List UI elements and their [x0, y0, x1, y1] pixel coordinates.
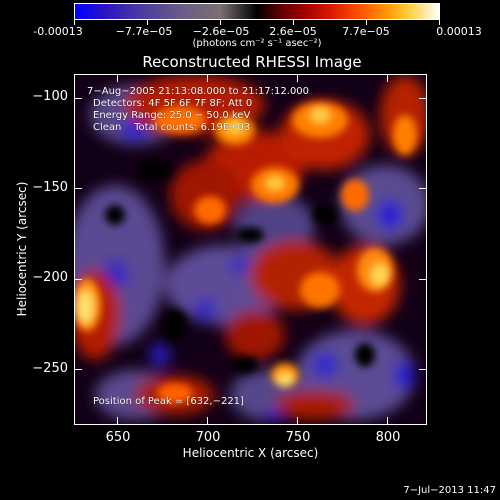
colorbar-tick: [220, 20, 221, 25]
colorbar-label: −7.7e−05: [115, 25, 173, 38]
plot-title: Reconstructed RHESSI Image: [142, 53, 362, 71]
x-tick-label: 650: [105, 430, 131, 445]
y-tick-label: −150: [32, 180, 68, 195]
colorbar-tick: [147, 20, 148, 25]
x-tick: [117, 417, 118, 425]
colorbar-label: 7.7e−05: [342, 25, 390, 38]
x-tick: [207, 417, 208, 425]
y-tick: [74, 369, 82, 370]
y-tick-label: −200: [32, 270, 68, 285]
rhessi-map: [75, 75, 426, 424]
x-tick: [297, 417, 298, 425]
colorbar-units: (photons cm⁻² s⁻¹ asec⁻²): [192, 38, 322, 49]
energy-range-text: Energy Range: 25.0 − 50.0 keV: [93, 110, 251, 121]
colorbar-gradient: [75, 4, 439, 19]
y-tick: [419, 188, 427, 189]
colorbar-tick: [366, 20, 367, 25]
y-tick-label: −100: [32, 89, 68, 104]
y-tick: [419, 279, 427, 280]
x-tick-label: 800: [375, 430, 401, 445]
image-plot: 7−Aug−2005 21:13:08.000 to 21:17:12.000 …: [74, 74, 427, 425]
colorbar-labels: -0.00013 −7.7e−05 −2.6e−05 2.6e−05 7.7e−…: [0, 25, 500, 39]
colorbar-label: -0.00013: [33, 25, 83, 38]
peak-position-text: Position of Peak = [632,−221]: [93, 396, 244, 407]
detectors-text: Detectors: 4F 5F 6F 7F 8F; Att 0: [93, 98, 253, 109]
colorbar-label: 2.6e−05: [269, 25, 317, 38]
x-axis-label: Heliocentric X (arcsec): [182, 446, 319, 460]
colorbar-tick: [439, 20, 440, 25]
y-tick: [419, 98, 427, 99]
x-tick-label: 750: [285, 430, 311, 445]
colorbar-tick: [74, 20, 75, 25]
x-tick: [297, 74, 298, 82]
x-tick: [207, 74, 208, 82]
colorbar-ticks: [74, 20, 440, 26]
x-tick: [387, 417, 388, 425]
y-tick: [74, 188, 82, 189]
y-tick-label: −250: [32, 361, 68, 376]
timestamp: 7−Jul−2013 11:47: [403, 485, 496, 496]
y-tick: [74, 279, 82, 280]
y-tick: [419, 369, 427, 370]
x-tick: [117, 74, 118, 82]
x-tick-label: 700: [195, 430, 221, 445]
y-axis-label: Heliocentric Y (arcsec): [15, 181, 29, 317]
colorbar-label: −2.6e−05: [192, 25, 250, 38]
y-tick: [74, 98, 82, 99]
colorbar-label: 0.00013: [436, 25, 482, 38]
colorbar-tick: [293, 20, 294, 25]
time-range-text: 7−Aug−2005 21:13:08.000 to 21:17:12.000: [87, 86, 310, 97]
clean-counts-text: Clean Total counts: 6.19E+03: [93, 122, 251, 133]
colorbar: [74, 3, 440, 20]
x-tick: [387, 74, 388, 82]
